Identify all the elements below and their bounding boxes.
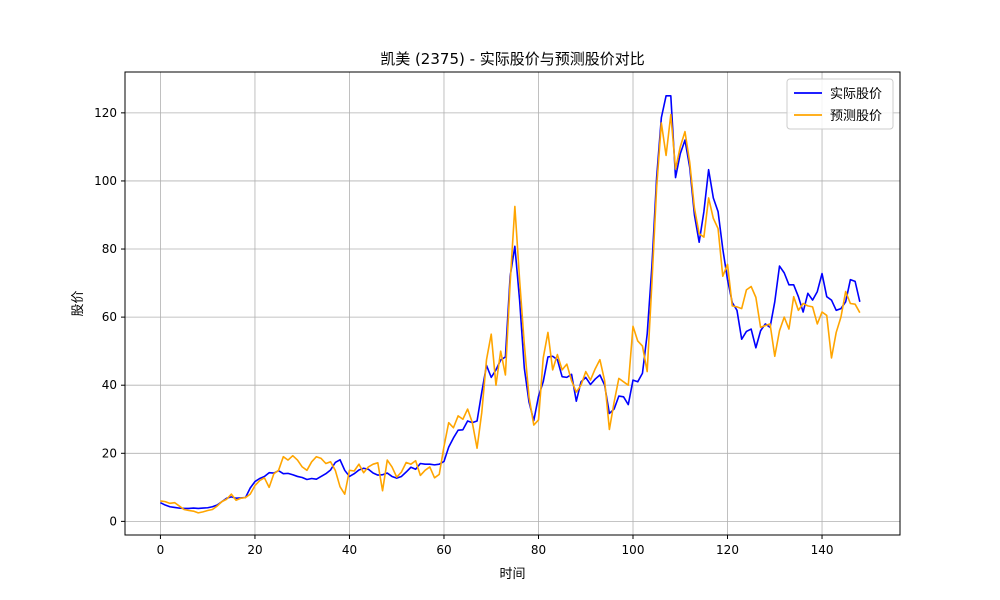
y-tick-label: 80 — [102, 242, 117, 256]
plot-frame — [124, 71, 901, 536]
series-lines — [160, 95, 861, 514]
x-tick-label: 20 — [247, 543, 262, 557]
axis-ticks: 0 20 40 60 80 100 120 140 0 20 40 60 80 100 120 — [94, 106, 833, 557]
legend-box — [786, 78, 894, 130]
grid-lines — [125, 72, 900, 535]
x-tick-label: 120 — [716, 543, 739, 557]
y-tick-label: 60 — [102, 310, 117, 324]
x-tick-label: 40 — [342, 543, 357, 557]
chart-title: 凯美 (2375) - 实际股价与预测股价对比 — [380, 50, 645, 68]
y-tick-label: 0 — [109, 514, 117, 528]
x-tick-label: 100 — [622, 543, 645, 557]
y-tick-label: 40 — [102, 378, 117, 392]
x-axis-label: 时间 — [499, 567, 525, 582]
predicted-price-line — [160, 113, 861, 514]
legend-label-predicted: 预测股价 — [830, 109, 882, 124]
x-tick-label: 60 — [436, 543, 451, 557]
legend-label-actual: 实际股价 — [830, 87, 882, 102]
x-tick-label: 80 — [531, 543, 546, 557]
y-tick-label: 20 — [102, 446, 117, 460]
legend: 实际股价 预测股价 — [786, 78, 894, 130]
x-tick-label: 140 — [811, 543, 834, 557]
x-tick-label: 0 — [157, 543, 165, 557]
y-tick-label: 100 — [94, 174, 117, 188]
y-axis-label: 股价 — [71, 290, 86, 316]
y-tick-label: 120 — [94, 106, 117, 120]
